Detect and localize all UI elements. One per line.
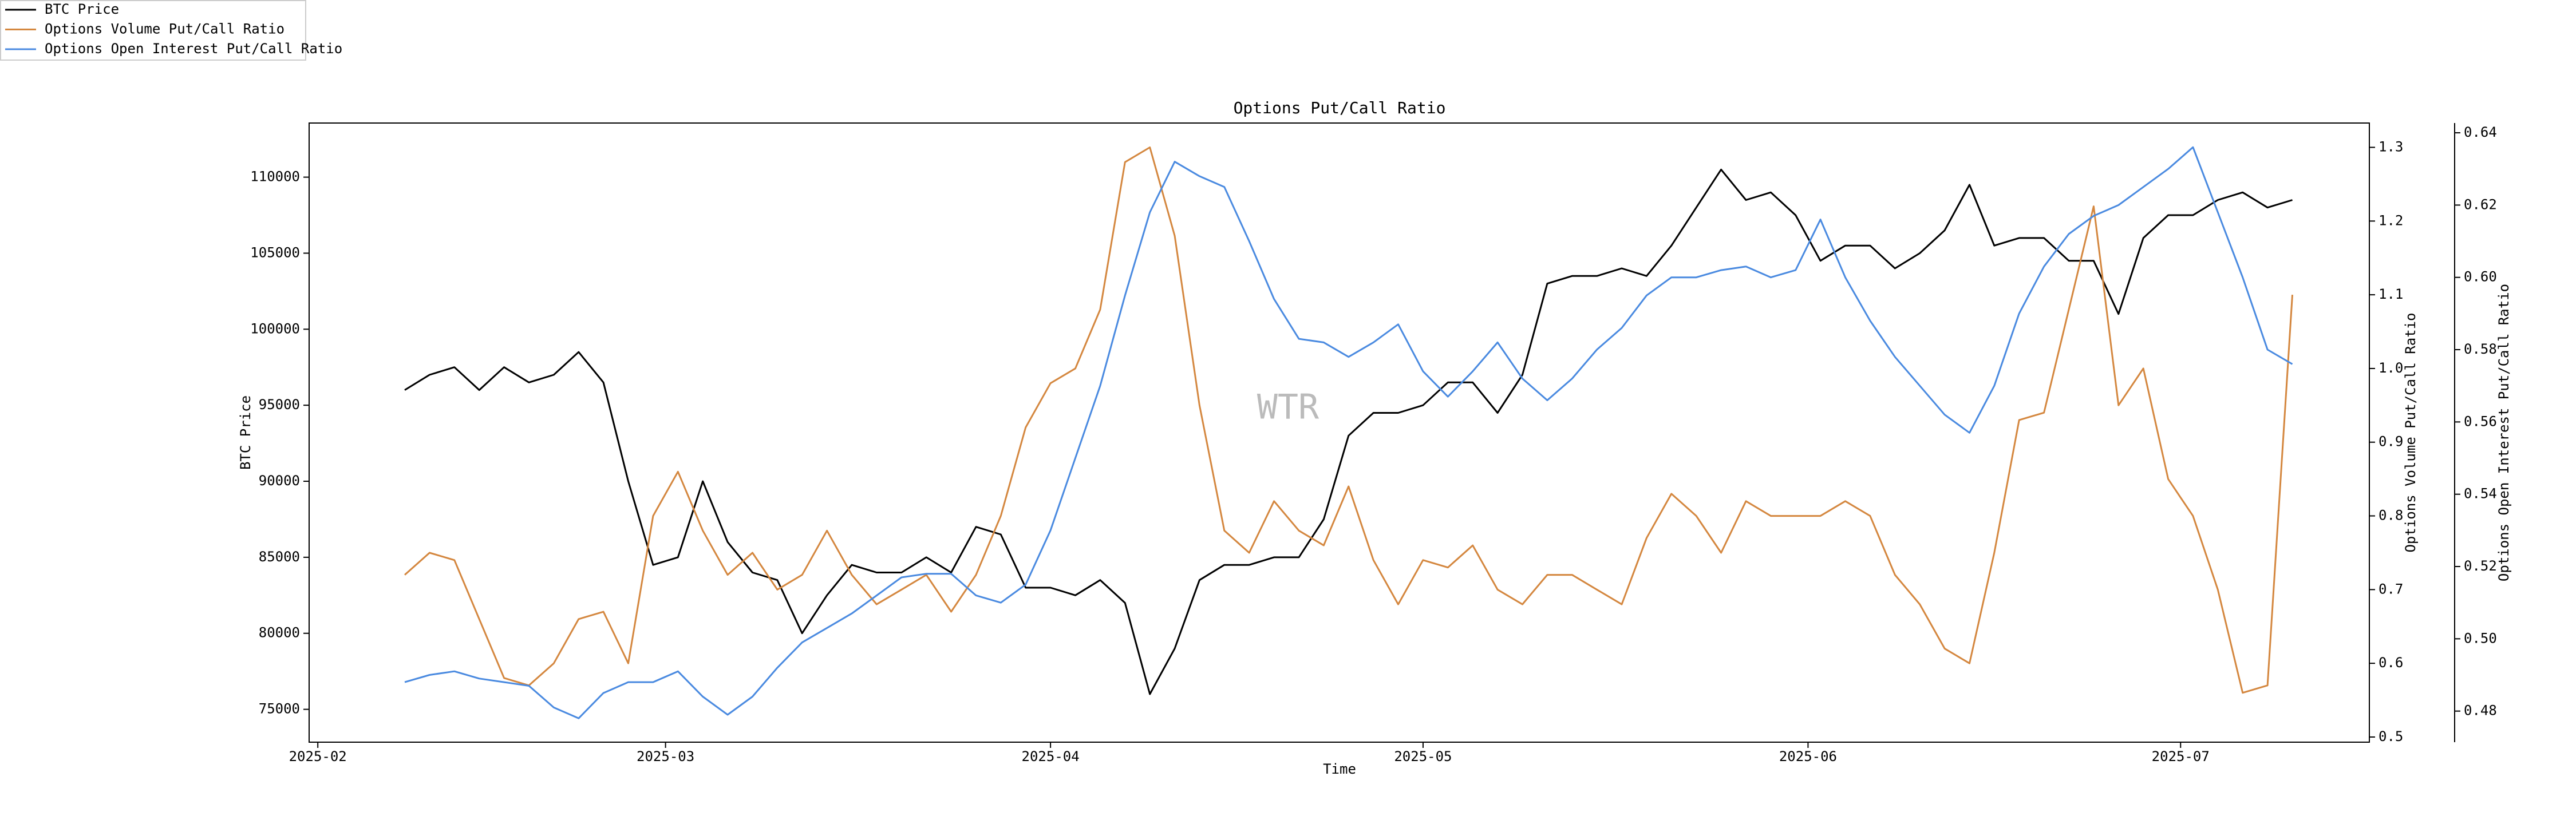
series-line (404, 146, 2293, 719)
y-tick-label: 110000 (250, 169, 300, 185)
y3-tick-label: 0.56 (2464, 413, 2497, 429)
y3-tick-label: 0.58 (2464, 341, 2497, 357)
y2-tick-label: 1.2 (2379, 212, 2403, 228)
legend-label: Options Open Interest Put/Call Ratio (45, 41, 342, 57)
watermark: WTR (1257, 387, 1319, 427)
y-tick-label: 105000 (250, 244, 300, 260)
legend-label: BTC Price (45, 1, 119, 17)
y2-axis-label: Options Volume Put/Call Ratio (2403, 312, 2419, 552)
x-tick-label: 2025-05 (1394, 748, 1452, 764)
y-tick-label: 90000 (259, 473, 300, 489)
y2-tick-label: 0.7 (2379, 581, 2403, 597)
y3-tick-label: 0.54 (2464, 486, 2497, 502)
series-line (404, 146, 2293, 694)
x-tick-label: 2025-04 (1022, 748, 1080, 764)
y-tick-label: 95000 (259, 397, 300, 413)
series-line (404, 168, 2293, 695)
y2-tick-label: 1.0 (2379, 360, 2403, 376)
y3-tick-label: 0.62 (2464, 196, 2497, 212)
y-tick-label: 85000 (259, 549, 300, 565)
y-tick-label: 75000 (259, 701, 300, 717)
y2-tick-label: 0.9 (2379, 434, 2403, 450)
x-tick-label: 2025-02 (289, 748, 347, 764)
y2-tick-label: 0.5 (2379, 728, 2403, 744)
y3-axis-label: Options Open Interest Put/Call Ratio (2496, 284, 2512, 581)
y2-tick-label: 1.1 (2379, 286, 2403, 302)
y2-tick-label: 0.8 (2379, 508, 2403, 524)
y2-tick-label: 1.3 (2379, 139, 2403, 155)
y3-tick-label: 0.60 (2464, 269, 2497, 285)
x-tick-label: 2025-06 (1779, 748, 1837, 764)
legend-box (0, 0, 306, 61)
y-tick-label: 80000 (259, 625, 300, 641)
y-tick-label: 100000 (250, 320, 300, 336)
x-axis-label: Time (1323, 761, 1356, 777)
chart-title: Options Put/Call Ratio (1234, 98, 1446, 117)
plot-frame (309, 122, 2370, 743)
x-tick-label: 2025-07 (2152, 748, 2210, 764)
y3-tick-label: 0.48 (2464, 703, 2497, 719)
y3-tick-label: 0.52 (2464, 558, 2497, 574)
x-tick-label: 2025-03 (637, 748, 694, 764)
y-axis-label: BTC Price (238, 395, 254, 470)
y3-tick-label: 0.64 (2464, 124, 2497, 140)
y2-tick-label: 0.6 (2379, 655, 2403, 671)
y3-tick-label: 0.50 (2464, 630, 2497, 646)
legend-label: Options Volume Put/Call Ratio (45, 21, 285, 37)
